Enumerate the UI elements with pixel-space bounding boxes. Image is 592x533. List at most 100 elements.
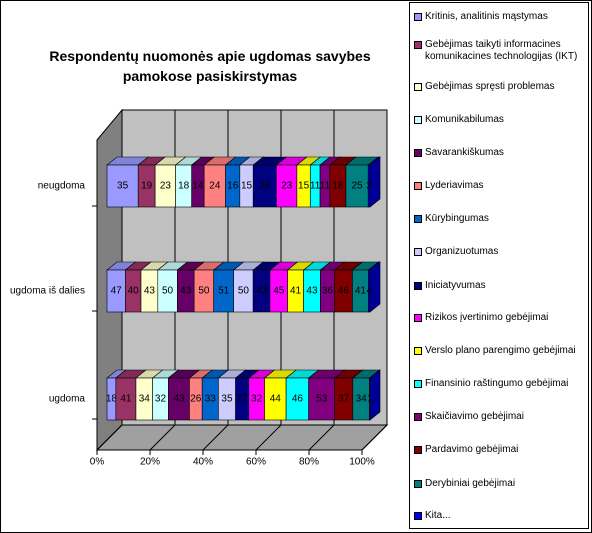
x-tick-label: 0% <box>90 457 105 468</box>
bar-segment <box>201 369 230 421</box>
legend-swatch <box>414 347 422 355</box>
bar-side <box>369 261 381 313</box>
data-label: 4 <box>366 286 372 297</box>
x-tick-label: 80% <box>299 457 319 468</box>
bar-segment <box>140 261 169 313</box>
y-tick-label: neugdoma <box>38 181 86 192</box>
legend-label: Gebėjimas taikyti informacines komunikac… <box>425 39 578 62</box>
data-label: 1 <box>367 394 373 405</box>
bar-side <box>369 156 381 208</box>
legend-item: Derybiniai gebėjimai <box>414 478 588 490</box>
data-label: 18 <box>106 394 118 405</box>
bar-segment <box>368 369 381 421</box>
data-label: 43 <box>256 286 268 297</box>
bar-segment <box>156 261 189 313</box>
legend-item: Lyderiavimas <box>414 180 588 192</box>
legend-swatch <box>414 83 422 91</box>
legend-label: Pardavimo gebėjimai <box>425 444 519 455</box>
legend-label: Gebėjimas spręsti problemas <box>425 81 555 92</box>
floor-line <box>361 424 388 451</box>
data-label: 16 <box>227 181 239 192</box>
legend-label: Komunikabilumas <box>425 114 504 125</box>
bar-segment <box>217 369 247 421</box>
legend-item: Rizikos įvertinimo gebėjimai <box>414 312 588 324</box>
legend-swatch <box>414 149 422 157</box>
legend-label: Finansinio raštingumo gebėjimai <box>425 378 569 389</box>
legend-label: Organizuotumas <box>425 246 499 257</box>
legend-swatch <box>414 446 422 454</box>
bar-segment <box>252 156 288 208</box>
legend-label: Derybiniai gebėjimai <box>425 478 516 489</box>
legend-swatch <box>414 116 422 124</box>
bar-segment <box>296 156 322 208</box>
data-label: 41 <box>120 394 132 405</box>
bar-segment <box>193 261 225 313</box>
data-label: 41 <box>290 286 302 297</box>
data-label: 11 <box>320 181 331 192</box>
data-label: 23 <box>160 181 172 192</box>
legend-swatch <box>414 41 422 49</box>
floor-line <box>96 424 123 451</box>
bar-segment <box>106 261 137 313</box>
data-label: 37 <box>338 394 350 405</box>
legend-swatch <box>414 282 422 290</box>
legend-label: Iniciatyvumas <box>425 280 486 291</box>
data-label: 47 <box>111 286 123 297</box>
legend-label: Verslo plano parengimo gebėjimai <box>425 345 576 356</box>
legend-item: Savarankiškumas <box>414 147 588 159</box>
data-label: 26 <box>190 394 202 405</box>
data-label: 18 <box>178 181 190 192</box>
legend-label: Lyderiavimas <box>425 180 484 191</box>
bar-segment <box>232 261 265 313</box>
data-label: 34 <box>356 394 368 405</box>
data-label: 46 <box>292 394 304 405</box>
data-label: 51 <box>218 286 230 297</box>
legend-item: Pardavimo gebėjimai <box>414 444 588 456</box>
floor-line <box>255 424 282 451</box>
bar-segment <box>137 156 166 208</box>
data-label: 34 <box>139 394 151 405</box>
legend-swatch <box>414 380 422 388</box>
data-label: 43 <box>180 286 192 297</box>
floor-line <box>308 424 335 451</box>
legend-item: Verslo plano parengimo gebėjimai <box>414 345 588 357</box>
legend-label: Kūrybingumas <box>425 213 489 224</box>
bar-segment <box>212 261 245 313</box>
x-tick-label: 60% <box>246 457 266 468</box>
legend-swatch <box>414 314 422 322</box>
legend-label: Kita... <box>425 510 451 521</box>
data-label: 26 <box>259 181 271 192</box>
data-label: 46 <box>338 286 350 297</box>
data-label: 43 <box>144 286 156 297</box>
bar-segment <box>176 261 206 313</box>
y-tick-label: ugdoma iš dalies <box>10 286 85 297</box>
chart-title: Respondentų nuomonės apie ugdomas savybe… <box>49 48 371 84</box>
data-label: 50 <box>162 286 174 297</box>
data-label: 45 <box>273 286 285 297</box>
data-label: 15 <box>298 181 310 192</box>
legend-item: Gebėjimas spręsti problemas <box>414 81 588 93</box>
data-label: 24 <box>209 181 221 192</box>
data-label: 53 <box>316 394 328 405</box>
legend-label: Rizikos įvertinimo gebėjimai <box>425 312 549 323</box>
legend-swatch <box>414 512 422 520</box>
data-label: 40 <box>128 286 140 297</box>
legend-item: Kritinis, analitinis mąstymas <box>414 11 588 23</box>
legend-item: Kita... <box>414 510 588 522</box>
legend-label: Savarankiškumas <box>425 147 504 158</box>
bar-segment <box>106 156 150 208</box>
data-label: 44 <box>270 394 282 405</box>
data-label: 32 <box>155 394 167 405</box>
bar-segment <box>329 156 357 208</box>
legend-item: Finansinio raštingumo gebėjimai <box>414 378 588 390</box>
data-label: 23 <box>281 181 293 192</box>
data-label: 50 <box>198 286 210 297</box>
x-tick-label: 40% <box>193 457 213 468</box>
legend-swatch <box>414 13 422 21</box>
bar-segment <box>367 261 381 313</box>
data-label: 33 <box>205 394 217 405</box>
bar-front <box>106 164 139 208</box>
legend-swatch <box>414 413 422 421</box>
